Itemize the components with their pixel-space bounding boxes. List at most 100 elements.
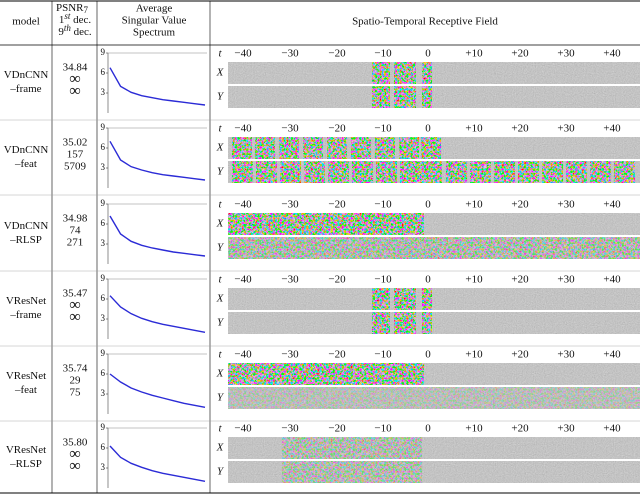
time-label: +40 <box>603 423 621 435</box>
y-label: Y <box>217 392 225 404</box>
psnr-dec9: ∞ <box>69 83 80 100</box>
time-label: +30 <box>557 274 575 286</box>
rf-blob <box>228 213 424 235</box>
model-name: VDnCNN <box>4 144 49 156</box>
time-label: +10 <box>465 123 483 135</box>
rf-blob <box>372 62 390 84</box>
y-tick-label: 3 <box>101 238 106 248</box>
y-tick-label: 3 <box>101 313 106 323</box>
rf-blob <box>232 161 253 183</box>
x-label: X <box>216 293 225 305</box>
y-tick-label: 9 <box>101 348 106 358</box>
time-label: −10 <box>374 48 392 60</box>
y-tick-label: 9 <box>101 47 106 57</box>
rf-strip <box>228 288 640 310</box>
y-label: Y <box>217 317 225 329</box>
dec-sup: st <box>64 11 71 21</box>
time-label: +20 <box>511 123 529 135</box>
model-name: VResNet <box>6 295 46 307</box>
time-label: +20 <box>511 199 529 211</box>
time-label: −40 <box>234 349 252 361</box>
dec-num: 9 <box>58 26 64 38</box>
model-name: –RLSP <box>9 234 42 246</box>
header-rf: Spatio-Temporal Receptive Field <box>352 16 498 28</box>
y-tick-label: 3 <box>101 87 106 97</box>
rf-blob <box>542 161 563 183</box>
time-label: −20 <box>328 274 346 286</box>
time-axis-label: t <box>218 423 222 435</box>
dec-rest: dec. <box>70 14 91 26</box>
time-label: −10 <box>374 123 392 135</box>
psnr-dec9: ∞ <box>69 309 80 326</box>
psnr-psnr: 34.98 <box>63 213 88 225</box>
rf-blob <box>394 288 416 310</box>
rf-blob <box>376 161 397 183</box>
model-name: –frame <box>9 309 41 321</box>
psnr-psnr: 35.02 <box>63 137 88 149</box>
spectrum-line <box>109 67 206 106</box>
psnr-sub: 7 <box>84 5 89 15</box>
rf-blob <box>394 86 416 108</box>
rf-blob <box>228 237 640 259</box>
time-label: +20 <box>511 349 529 361</box>
time-label: −30 <box>281 48 299 60</box>
x-label: X <box>216 442 225 454</box>
rf-blob <box>422 62 432 84</box>
time-label: +30 <box>557 199 575 211</box>
model-name: –frame <box>9 83 41 95</box>
rf-blob <box>280 161 301 183</box>
model-name: VDnCNN <box>4 69 49 81</box>
spectrum-line <box>109 445 206 483</box>
time-axis-label: t <box>218 349 222 361</box>
psnr-dec1: 29 <box>70 375 82 387</box>
spectrum-line <box>109 295 206 334</box>
time-label: −20 <box>328 123 346 135</box>
header-spectrum: Spectrum <box>133 27 176 39</box>
rf-blob <box>394 62 416 84</box>
rf-blob <box>351 137 371 159</box>
psnr-psnr: 35.80 <box>63 437 88 449</box>
time-label: −40 <box>234 423 252 435</box>
time-label: 0 <box>425 274 431 286</box>
rf-blob <box>328 161 349 183</box>
rf-blob <box>394 312 416 334</box>
time-label: 0 <box>425 349 431 361</box>
time-label: +30 <box>557 423 575 435</box>
time-label: +10 <box>465 274 483 286</box>
time-label: −40 <box>234 48 252 60</box>
time-label: 0 <box>425 199 431 211</box>
time-label: +30 <box>557 48 575 60</box>
rf-blob <box>372 312 390 334</box>
time-label: +40 <box>603 48 621 60</box>
y-tick-label: 3 <box>101 162 106 172</box>
time-label: −10 <box>374 274 392 286</box>
rf-blob <box>282 461 422 483</box>
dec-sup: th <box>64 23 72 33</box>
time-label: +10 <box>465 349 483 361</box>
rf-blob <box>228 387 640 409</box>
time-label: −10 <box>374 199 392 211</box>
time-label: −30 <box>281 274 299 286</box>
psnr-psnr: 35.47 <box>63 288 88 300</box>
psnr-text: PSNR <box>56 2 84 14</box>
spectrum-line <box>109 140 206 181</box>
y-tick-label: 3 <box>101 388 106 398</box>
y-tick-label: 6 <box>101 368 106 378</box>
rf-blob <box>255 137 275 159</box>
header-dec1: 1st dec. <box>59 11 92 25</box>
y-tick-label: 6 <box>101 218 106 228</box>
time-label: −40 <box>234 274 252 286</box>
rf-blob <box>494 161 515 183</box>
psnr-dec1: ∞ <box>69 297 80 314</box>
rf-blob <box>518 161 539 183</box>
y-tick-label: 6 <box>101 442 106 452</box>
rf-blob <box>303 137 323 159</box>
time-label: −20 <box>328 349 346 361</box>
dec-num: 1 <box>59 14 65 26</box>
header-model: model <box>12 16 40 28</box>
spectrum-line <box>109 373 206 409</box>
model-name: VResNet <box>6 444 46 456</box>
y-label: Y <box>217 91 225 103</box>
